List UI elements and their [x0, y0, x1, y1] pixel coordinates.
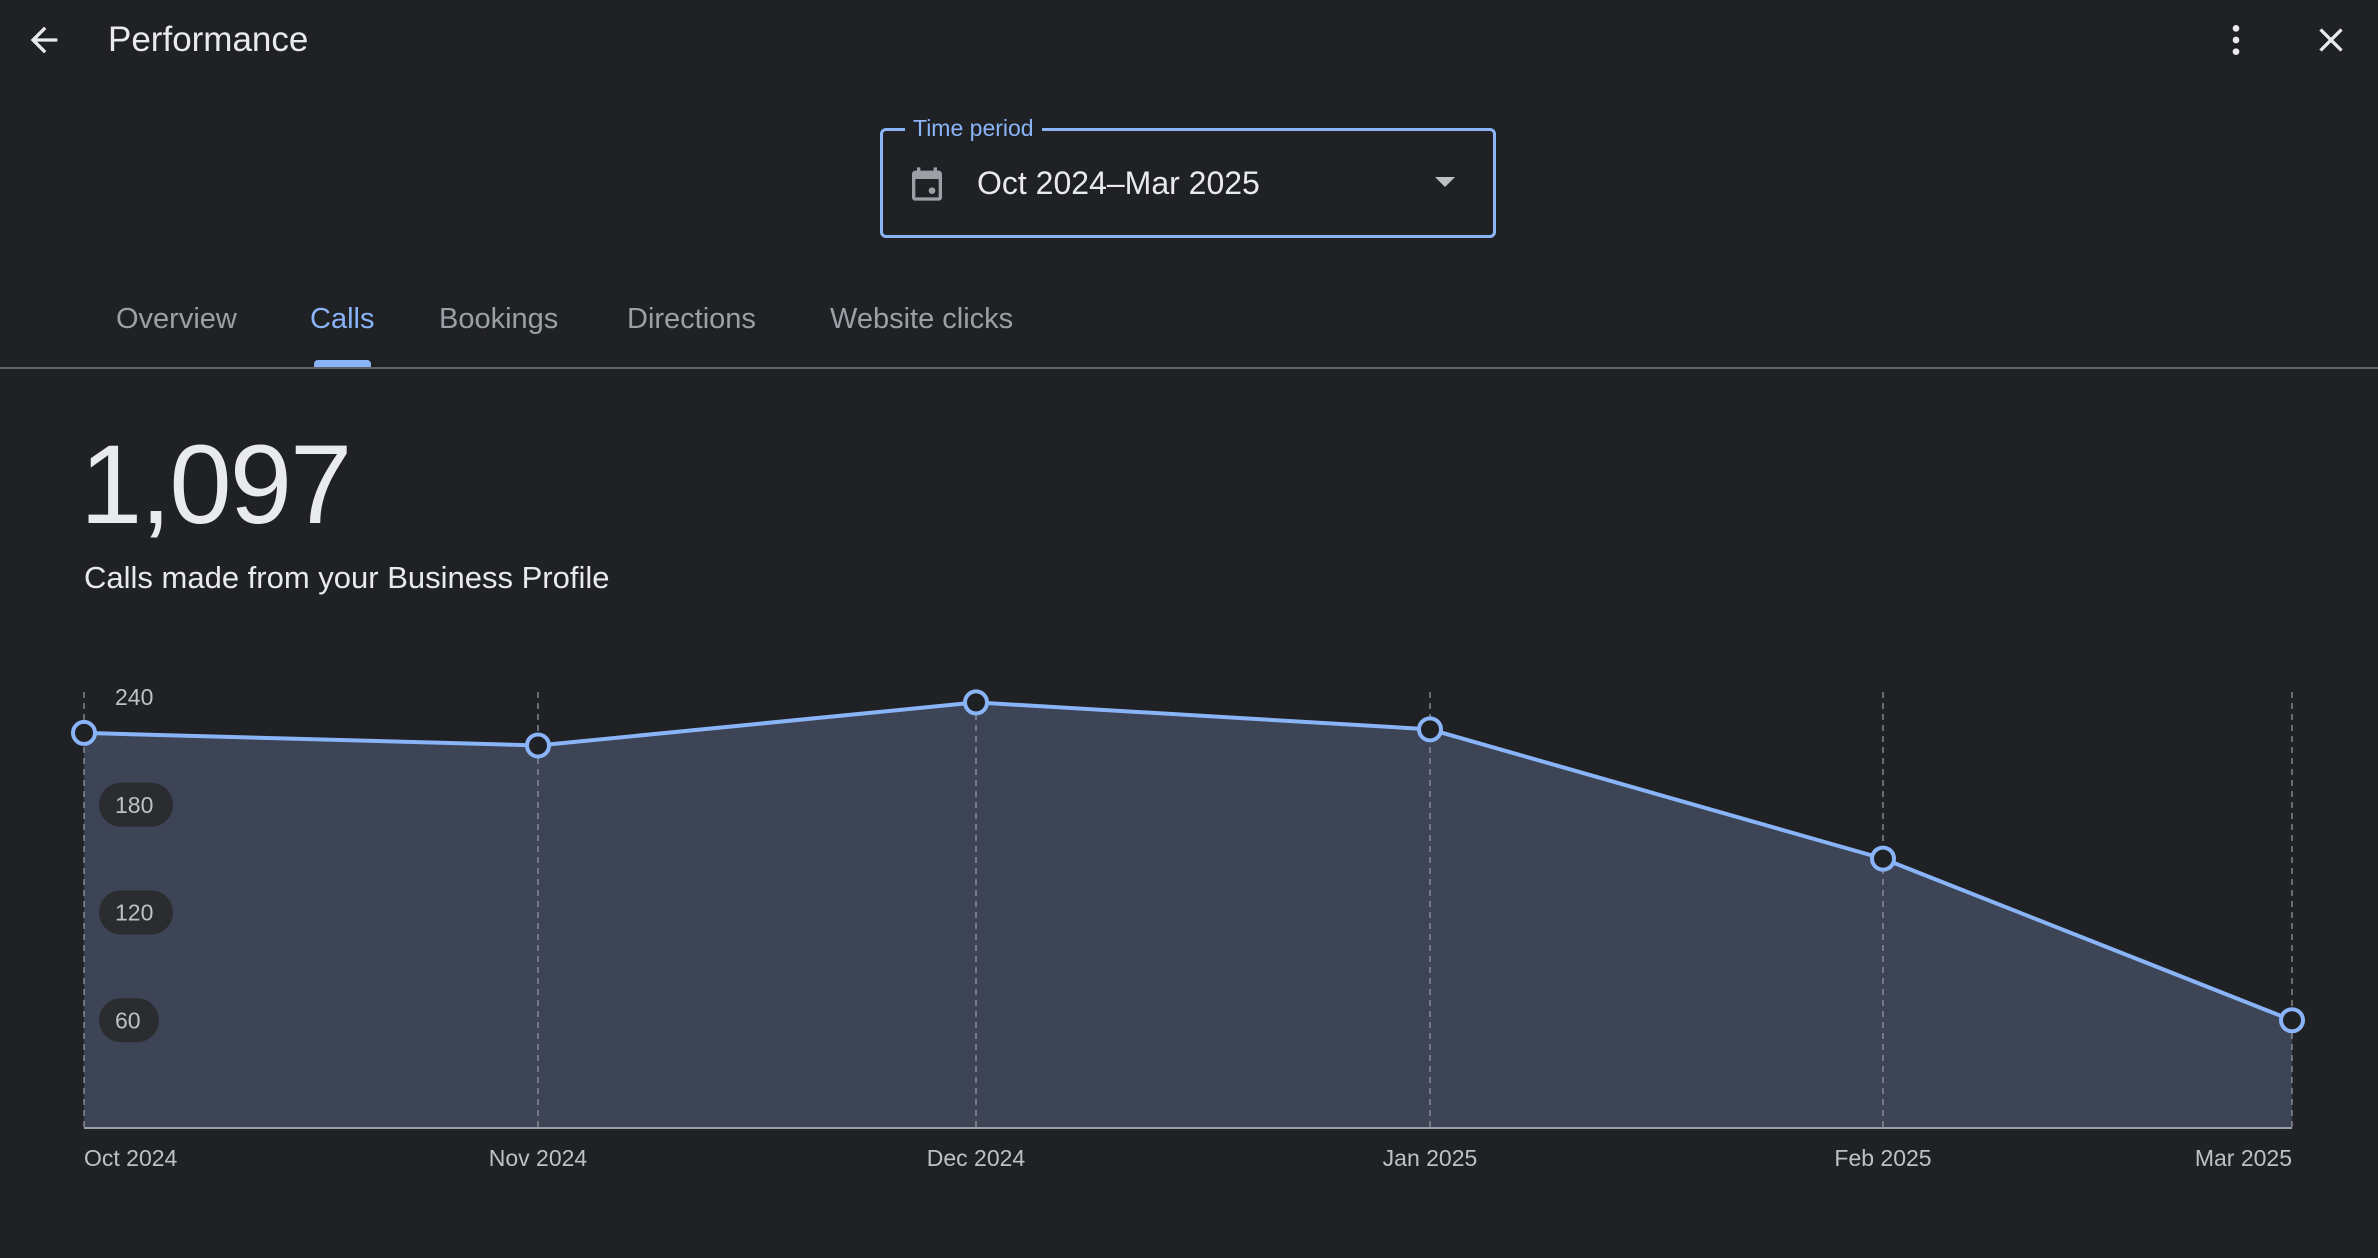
- close-button[interactable]: [2303, 12, 2359, 68]
- header: Performance: [0, 0, 2378, 80]
- chart-point: [525, 732, 551, 759]
- tab-directions[interactable]: Directions: [627, 303, 756, 335]
- y-tick-label: 60: [115, 1007, 141, 1033]
- calls-chart: 60 120 180 240 Oct 2024 Nov 2024 Dec 2024 Jan 2…: [71, 684, 2305, 1171]
- calendar-icon: [912, 167, 942, 201]
- y-tick-pill: [99, 998, 159, 1043]
- arrow-back-icon: [30, 26, 58, 54]
- x-tick-label: Oct 2024: [84, 1145, 178, 1171]
- chart-point: [1417, 716, 1443, 743]
- time-period-value: Oct 2024–Mar 2025: [977, 165, 1260, 201]
- y-tick-label: 180: [115, 792, 153, 818]
- dropdown-arrow-icon: [1435, 177, 1455, 187]
- y-tick-pill: [99, 782, 173, 827]
- tab-calls[interactable]: Calls: [310, 303, 375, 335]
- x-tick-label: Mar 2025: [2195, 1145, 2292, 1171]
- time-period-label: Time period: [905, 113, 1042, 143]
- tabs-divider: [0, 367, 2378, 369]
- close-icon: [2319, 28, 2343, 52]
- chart-point: [1870, 845, 1896, 872]
- time-period-select[interactable]: Time period Oct 2024–Mar 2025: [880, 113, 1496, 238]
- active-tab-indicator: [314, 360, 371, 367]
- y-tick-label: 240: [115, 684, 153, 710]
- y-tick-pill: [99, 890, 173, 935]
- tab-bookings[interactable]: Bookings: [439, 303, 559, 335]
- more-options-button[interactable]: [2208, 12, 2264, 68]
- chart-point: [2279, 1007, 2305, 1034]
- chart-line: [83, 700, 2293, 1023]
- metric-value: 1,097: [80, 422, 352, 547]
- tab-website-clicks[interactable]: Website clicks: [830, 303, 1014, 335]
- more-vert-icon: [2232, 25, 2240, 55]
- tab-overview[interactable]: Overview: [116, 303, 237, 335]
- chart-point: [71, 719, 97, 746]
- x-tick-label: Jan 2025: [1383, 1145, 1478, 1171]
- metric-caption: Calls made from your Business Profile: [84, 560, 610, 595]
- x-tick-label: Dec 2024: [927, 1145, 1026, 1171]
- x-tick-label: Feb 2025: [1834, 1145, 1931, 1171]
- back-button[interactable]: [16, 12, 72, 68]
- chart-point: [963, 689, 989, 716]
- chart-area: [84, 702, 2292, 1128]
- x-tick-label: Nov 2024: [489, 1145, 588, 1171]
- tab-bar: Overview Calls Bookings Directions Websi…: [0, 292, 2378, 368]
- y-tick-label: 120: [115, 900, 153, 926]
- page-title: Performance: [108, 20, 309, 59]
